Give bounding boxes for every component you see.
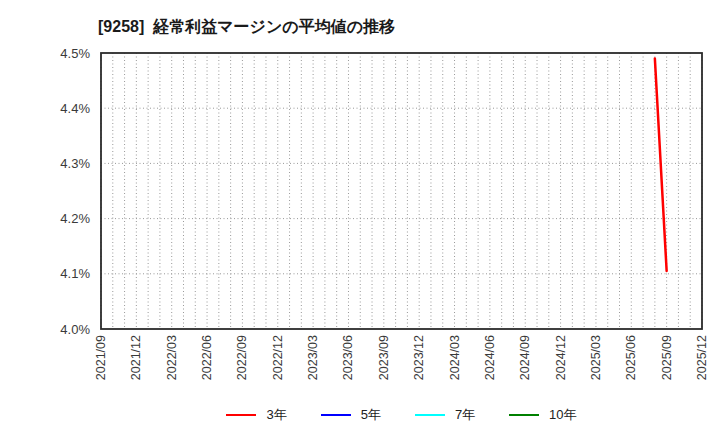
x-tick-label: 2024/12 [554, 335, 568, 380]
y-tick-label: 4.2% [60, 211, 90, 226]
legend-label: 7年 [455, 406, 475, 424]
x-tick-label: 2022/09 [235, 335, 249, 380]
x-tick-label: 2023/06 [341, 335, 355, 380]
plot-area: 4.0% 4.1% 4.2% 4.3% 4.4% 4.5% 2021/09 2021/12 20… [0, 0, 720, 440]
y-tick-label: 4.3% [60, 156, 90, 171]
series-line-3年 [655, 59, 667, 272]
legend-item: 10年 [509, 406, 576, 424]
legend-swatch [415, 414, 445, 416]
legend-item: 5年 [321, 406, 381, 424]
y-tick-label: 4.0% [60, 322, 90, 337]
x-tick-label: 2024/03 [448, 335, 462, 380]
y-tick-label: 4.4% [60, 101, 90, 116]
legend-swatch [509, 414, 539, 416]
x-tick-label: 2022/03 [165, 335, 179, 380]
x-tick-label: 2025/03 [589, 335, 603, 380]
x-tick-label: 2021/12 [129, 335, 143, 380]
legend-swatch [321, 414, 351, 416]
x-tick-label: 2024/09 [518, 335, 532, 380]
y-tick-label: 4.1% [60, 266, 90, 281]
x-tick-label: 2021/09 [94, 335, 108, 380]
y-tick-label: 4.5% [60, 46, 90, 61]
legend-label: 5年 [361, 406, 381, 424]
x-tick-label: 2022/12 [271, 335, 285, 380]
legend-item: 7年 [415, 406, 475, 424]
x-tick-label: 2023/03 [306, 335, 320, 380]
x-tick-label: 2024/06 [483, 335, 497, 380]
legend-label: 10年 [549, 406, 576, 424]
x-tick-label: 2022/06 [200, 335, 214, 380]
x-tick-label: 2025/12 [695, 335, 709, 380]
x-tick-label: 2025/06 [624, 335, 638, 380]
x-tick-label: 2025/09 [660, 335, 674, 380]
legend-swatch [226, 414, 256, 416]
x-tick-label: 2023/12 [412, 335, 426, 380]
x-tick-label: 2023/09 [377, 335, 391, 380]
legend: 3年 5年 7年 10年 [101, 406, 702, 424]
plot-border [101, 53, 702, 329]
legend-label: 3年 [266, 406, 286, 424]
legend-item: 3年 [226, 406, 286, 424]
